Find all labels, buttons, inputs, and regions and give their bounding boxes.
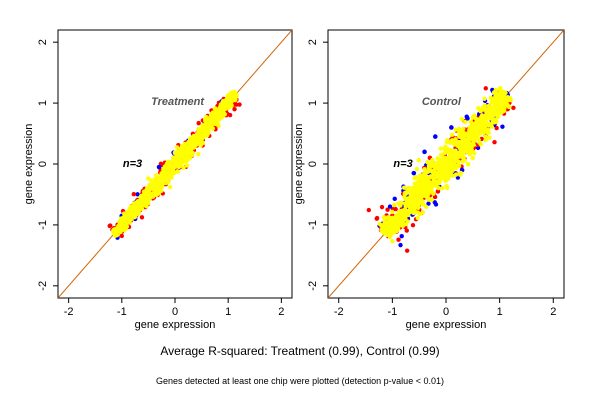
x-axis-label: gene expression [135,319,216,331]
panel-title: Control [422,96,462,108]
blue-point [465,116,470,121]
y-tick-label: 2 [307,39,319,45]
x-axis-label: gene expression [406,319,487,331]
x-tick-label: 2 [550,306,556,318]
plot-area [328,30,564,298]
y-tick-label: -2 [307,281,319,291]
yellow-points [377,85,513,244]
x-tick-label: 1 [225,306,231,318]
control-panel: -2 -1 0 1 2 -2 -1 0 1 2 gene expression gene expres… [293,29,565,331]
x-tick-label: -2 [64,306,74,318]
blue-point [422,149,427,155]
y-tick-label: 2 [37,39,49,45]
x-tick-label: 2 [278,306,284,318]
blue-point [156,164,162,170]
sample-size-label: n=3 [123,158,142,170]
plot-area [58,30,292,298]
x-tick-label: -1 [387,306,397,318]
yellow-points [110,89,239,238]
x-tick-label: 1 [497,306,503,318]
y-axis-label: gene expression [293,124,305,205]
blue-point [411,170,417,176]
blue-point [449,125,454,130]
detection-caption: Genes detected at least one chip were pl… [156,376,444,386]
x-tick-label: -1 [117,306,127,318]
blue-point [432,134,438,139]
red-point [435,189,441,194]
y-tick-label: 1 [37,100,49,106]
x-tick-label: 0 [172,306,178,318]
sample-size-label: n=3 [393,158,412,170]
treatment-panel: -2 -1 0 1 2 -2 -1 0 1 2 gene expression gene expres… [23,29,293,331]
x-tick-label: 0 [443,306,449,318]
y-tick-label: -1 [37,220,49,230]
x-tick-label: -2 [334,306,344,318]
r-squared-caption: Average R-squared: Treatment (0.99), Con… [160,344,440,358]
y-tick-label: 1 [307,100,319,106]
y-tick-label: -2 [37,281,49,291]
panel-title: Treatment [151,96,205,108]
y-tick-label: 0 [307,161,319,167]
y-tick-label: 0 [37,161,49,167]
y-tick-label: -1 [307,220,319,230]
y-axis-label: gene expression [23,124,35,205]
